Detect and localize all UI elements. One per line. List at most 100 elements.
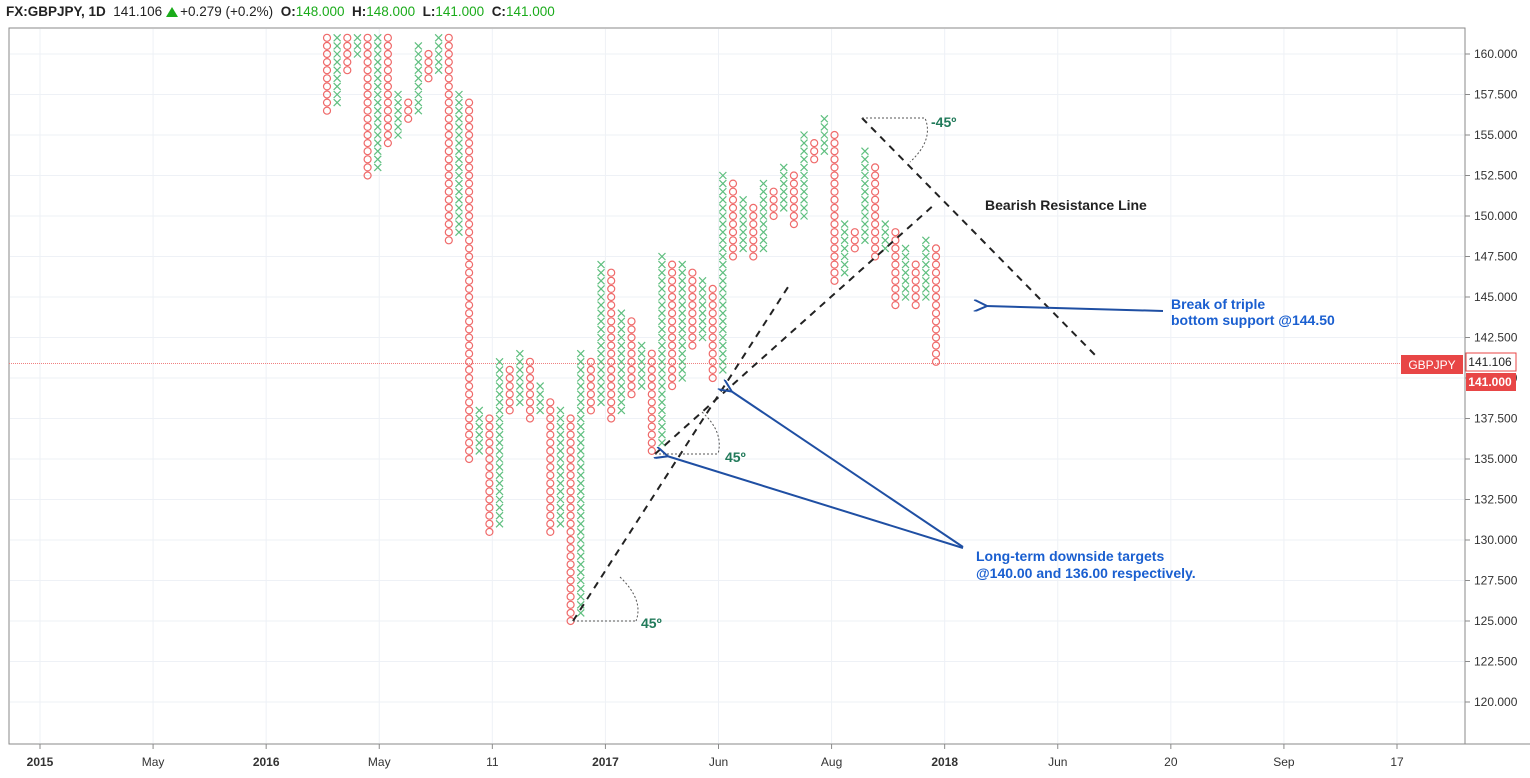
- x-mark: [617, 349, 626, 358]
- x-mark: [597, 325, 605, 334]
- o-mark: [363, 49, 372, 59]
- o-mark: [383, 98, 392, 107]
- x-mark: [597, 317, 605, 326]
- o-mark: [891, 268, 900, 277]
- o-mark: [607, 341, 616, 350]
- o-mark: [546, 487, 555, 496]
- x-mark: [536, 390, 545, 399]
- x-mark: [515, 374, 524, 382]
- x-mark: [800, 131, 808, 139]
- x-mark: [718, 236, 727, 245]
- x-mark: [759, 187, 768, 196]
- o-mark: [566, 471, 575, 480]
- o-mark: [667, 284, 677, 293]
- o-mark: [485, 414, 494, 423]
- symbol-title[interactable]: FX:GBPJPY, 1D: [6, 4, 106, 19]
- x-mark: [394, 98, 402, 107]
- o-mark: [607, 333, 616, 342]
- x-mark: [394, 106, 402, 115]
- x-mark: [495, 455, 504, 463]
- o-mark: [525, 357, 535, 366]
- o-mark: [627, 333, 636, 342]
- x-mark: [759, 195, 768, 204]
- high-label: H:: [352, 4, 367, 19]
- x-mark: [658, 260, 666, 269]
- o-mark: [444, 236, 453, 245]
- x-mark: [556, 519, 565, 528]
- pnf-chart[interactable]: 160.000 157.500 155.000 152.500 150.000 147.5…: [0, 26, 1530, 778]
- o-mark: [465, 171, 474, 180]
- x-mark: [759, 244, 768, 253]
- o-mark: [728, 220, 738, 229]
- o-mark: [830, 171, 839, 180]
- o-mark: [830, 130, 839, 140]
- x-mark: [394, 114, 402, 123]
- o-mark: [789, 220, 799, 229]
- y-tick-label: 157.500: [1474, 88, 1518, 102]
- o-mark: [546, 430, 555, 439]
- o-mark: [708, 373, 717, 383]
- x-mark: [800, 147, 808, 156]
- x-mark: [678, 260, 687, 269]
- o-mark: [667, 301, 677, 310]
- x-mark: [658, 276, 666, 285]
- x-mark: [820, 131, 829, 139]
- x-mark: [739, 244, 748, 253]
- o-mark: [525, 398, 535, 407]
- o-mark: [931, 252, 941, 261]
- o-mark: [444, 147, 453, 156]
- x-mark: [658, 365, 666, 374]
- o-mark: [566, 600, 575, 609]
- o-mark: [830, 179, 839, 188]
- o-mark: [322, 57, 332, 67]
- o-mark: [485, 527, 494, 537]
- x-mark: [333, 33, 342, 42]
- o-mark: [343, 66, 352, 75]
- x-mark: [515, 398, 524, 407]
- o-mark: [708, 317, 717, 326]
- o-mark: [566, 438, 575, 447]
- o-mark: [525, 414, 535, 423]
- o-mark: [627, 325, 636, 334]
- o-mark: [444, 66, 453, 75]
- x-mark: [718, 268, 727, 277]
- o-mark: [465, 309, 474, 318]
- o-mark: [627, 390, 636, 399]
- o-mark: [688, 268, 697, 277]
- o-mark: [465, 430, 474, 439]
- y-tick-label: 142.500: [1474, 331, 1518, 345]
- x-mark: [576, 471, 585, 480]
- o-mark: [465, 203, 474, 212]
- o-mark: [931, 317, 941, 326]
- o-mark: [749, 228, 758, 237]
- x-mark: [556, 479, 565, 488]
- y-tick-label: 120.000: [1474, 695, 1518, 709]
- targets-label-2: @140.00 and 136.00 respectively.: [976, 565, 1196, 581]
- o-mark: [485, 463, 494, 472]
- x-mark: [576, 527, 585, 536]
- o-mark: [870, 220, 880, 229]
- x-mark: [597, 398, 605, 407]
- support-line-upper: [654, 203, 936, 455]
- o-mark: [546, 503, 555, 512]
- o-mark: [891, 292, 900, 302]
- x-mark: [576, 576, 585, 585]
- x-mark: [861, 155, 869, 164]
- x-mark: [901, 276, 910, 285]
- o-mark: [627, 365, 636, 374]
- x-mark: [576, 503, 585, 512]
- o-mark: [870, 195, 880, 204]
- o-mark: [586, 373, 596, 383]
- last-price-tag-bg: [1465, 352, 1517, 372]
- x-mark: [698, 325, 707, 334]
- x-mark: [800, 139, 808, 148]
- x-mark: [597, 333, 605, 342]
- o-mark: [749, 211, 758, 221]
- x-mark: [658, 317, 666, 326]
- o-mark: [566, 487, 575, 496]
- o-mark: [424, 49, 433, 59]
- o-mark: [627, 373, 636, 383]
- o-mark: [708, 284, 717, 293]
- o-mark: [667, 341, 677, 350]
- x-mark: [597, 268, 605, 277]
